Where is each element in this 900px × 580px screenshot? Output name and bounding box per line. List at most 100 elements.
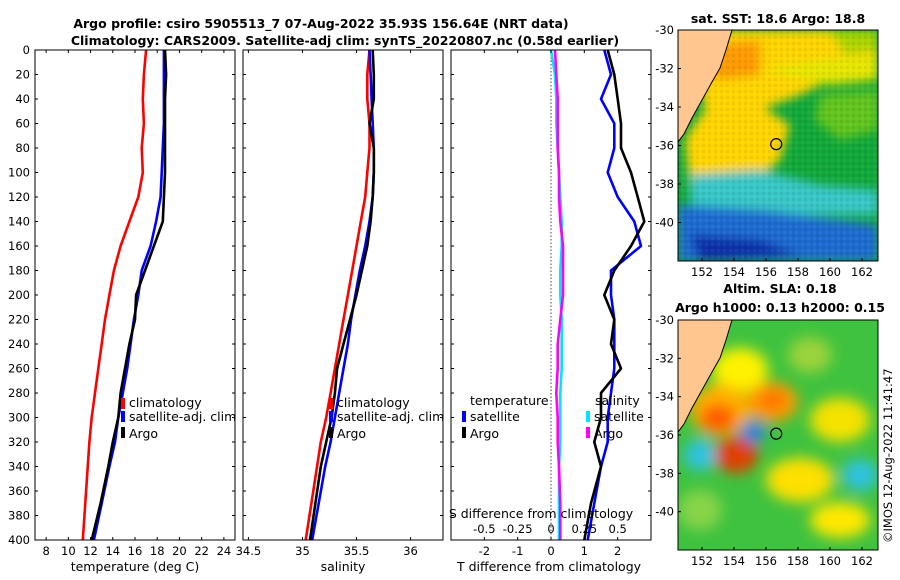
legend-label-satellite: satellite-adj. clim: [129, 409, 236, 424]
legend-label-s-argo: Argo: [594, 426, 623, 441]
x-tick-label: 14: [105, 544, 120, 558]
depth-tick-label: 140: [8, 215, 30, 229]
x-tick-label: 34.5: [236, 544, 262, 558]
difference-series: [549, 50, 646, 540]
depth-tick-label: 160: [8, 239, 30, 253]
map-lat-label: -32: [655, 351, 674, 365]
salinity-legend: climatology satellite-adj. clim Argo: [329, 395, 444, 441]
s-tick-label: -0.5: [473, 522, 495, 536]
depth-tick-label: 400: [8, 533, 30, 547]
sst-map: sat. SST: 18.6 Argo: 18.8 152 154 156 158 16…: [655, 11, 879, 279]
map-lat-label: -38: [655, 177, 674, 191]
depth-tick-label: 260: [8, 362, 30, 376]
legend-swatch-t-satellite: [462, 411, 466, 422]
depth-tick-label: 0: [23, 43, 30, 57]
x-tick-label: 0: [547, 544, 554, 558]
temperature-panel: 0 20 40 60 80 100 120 140 160 180 200 220 240 260 280 3…: [8, 43, 236, 574]
x-tick-label: 35: [295, 544, 310, 558]
s-tick-label: 0: [547, 522, 554, 536]
legend-header-temperature: temperature: [470, 393, 549, 408]
map-lon-label: 158: [787, 554, 809, 568]
depth-tick-label: 20: [15, 68, 30, 82]
map-lat-label: -36: [655, 139, 674, 153]
depth-tick-label: 200: [8, 288, 30, 302]
legend-swatch-satellite: [121, 411, 125, 422]
map-lat-label: -38: [655, 466, 674, 480]
sst-argo-marker: [770, 138, 783, 151]
x-tick-label: 12: [83, 544, 98, 558]
map-lat-label: -30: [655, 23, 674, 37]
depth-tick-label: 180: [8, 264, 30, 278]
legend-swatch-argo: [329, 427, 333, 438]
x-tick-label: -2: [479, 544, 490, 558]
x-tick-label: 22: [194, 544, 209, 558]
depth-tick-label: 60: [15, 117, 30, 131]
map-lon-label: 162: [851, 265, 873, 279]
legend-label-argo: Argo: [129, 426, 158, 441]
legend-header-salinity: salinity: [595, 393, 640, 408]
sla-map-subtitle: Argo h1000: 0.13 h2000: 0.15: [675, 300, 885, 315]
x-tick-label: 36: [403, 544, 418, 558]
legend-label-argo: Argo: [337, 426, 366, 441]
depth-tick-label: 240: [8, 337, 30, 351]
salinity-xlabel: salinity: [321, 559, 366, 574]
legend-swatch-s-argo: [586, 427, 590, 438]
depth-ticks: 0 20 40 60 80 100 120 140 160 180 200 220 240 260 280 3…: [8, 43, 235, 547]
difference-panel: -2 -1 0 1 2 -0.5 -0.25 0 0.25 0.5 S difference f…: [449, 49, 652, 574]
depth-tick-label: 380: [8, 509, 30, 523]
temperature-xlabel: temperature (deg C): [71, 559, 200, 574]
difference-legend: temperature satellite Argo salinity sate…: [462, 393, 644, 441]
series-line-s-argo: [553, 50, 565, 540]
legend-swatch-t-argo: [462, 427, 466, 438]
legend-swatch-s-satellite: [586, 411, 590, 422]
series-line-argo: [90, 50, 168, 540]
series-line-climatology: [81, 50, 148, 540]
map-lon-label: 156: [755, 554, 777, 568]
depth-tick-label: 220: [8, 313, 30, 327]
map-lon-label: 152: [691, 265, 713, 279]
x-tick-label: -1: [512, 544, 523, 558]
legend-label-t-argo: Argo: [470, 426, 499, 441]
depth-tick-label: 100: [8, 166, 30, 180]
depth-tick-label: 280: [8, 386, 30, 400]
map-lon-label: 152: [691, 554, 713, 568]
sst-map-field: [678, 30, 878, 261]
depth-tick-label: 120: [8, 190, 30, 204]
t-difference-label: T difference from climatology: [456, 559, 642, 574]
map-lon-label: 154: [723, 554, 745, 568]
depth-tick-label: 80: [15, 141, 30, 155]
legend-label-satellite: satellite-adj. clim: [337, 409, 444, 424]
series-line-t-argo: [583, 50, 646, 540]
map-lon-label: 162: [851, 554, 873, 568]
depth-tick-label: 40: [15, 92, 30, 106]
map-lat-label: -40: [655, 505, 674, 519]
depth-tick-label: 300: [8, 411, 30, 425]
sla-map-title: Altim. SLA: 0.18: [723, 281, 836, 296]
map-lon-label: 160: [819, 554, 841, 568]
x-tick-label: 2: [614, 544, 621, 558]
sla-map-ticks: 152 154 156 158 160 162 -30 -32 -34 -36 -38 -40: [655, 313, 873, 568]
s-tick-label: 0.5: [609, 522, 627, 536]
x-tick-label: 24: [217, 544, 232, 558]
legend-label-climatology: climatology: [129, 395, 202, 410]
s-tick-label: 0.25: [572, 522, 598, 536]
temperature-series: [81, 50, 168, 540]
figure-title-line1: Argo profile: csiro 5905513_7 07-Aug-202…: [73, 16, 568, 32]
legend-label-s-satellite: satellite: [594, 409, 644, 424]
sla-map: Altim. SLA: 0.18 Argo h1000: 0.13 h2000:…: [655, 281, 885, 568]
s-tick-label: -0.25: [503, 522, 533, 536]
sla-argo-marker: [770, 427, 783, 440]
legend-swatch-satellite: [329, 411, 333, 422]
x-tick-label: 8: [42, 544, 49, 558]
x-tick-label: 35.5: [344, 544, 370, 558]
map-lat-label: -34: [655, 100, 674, 114]
depth-tick-label: 360: [8, 484, 30, 498]
legend-swatch-climatology: [329, 398, 333, 409]
legend-label-t-satellite: satellite: [470, 409, 520, 424]
legend-swatch-argo: [121, 427, 125, 438]
salinity-x-ticks: 34.5 35 35.5 36: [236, 50, 418, 558]
map-lat-label: -32: [655, 62, 674, 76]
imos-watermark: ©IMOS 12-Aug-2022 11:41:47: [881, 368, 895, 543]
difference-x-ticks: -2 -1 0 1 2: [479, 50, 621, 558]
x-tick-label: 1: [581, 544, 588, 558]
